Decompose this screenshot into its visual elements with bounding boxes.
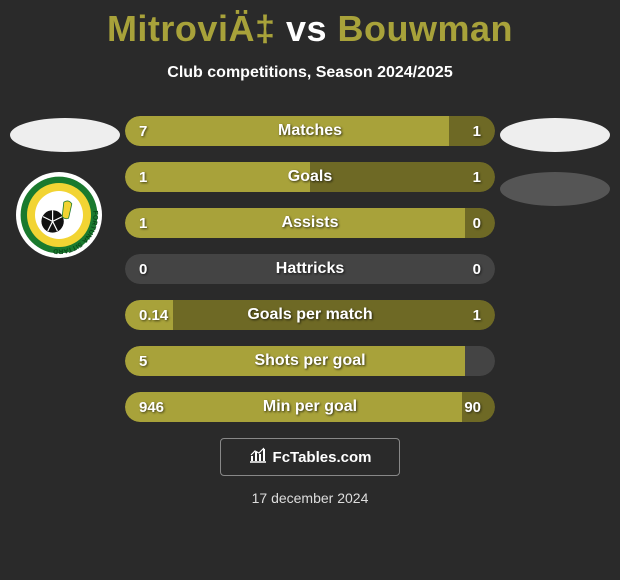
stat-row: 1 0 Assists: [125, 208, 495, 238]
stat-label: Shots per goal: [254, 352, 365, 370]
stat-label: Assists: [282, 214, 339, 232]
left-avatar-stack: FORTUNA SITTARD: [10, 118, 120, 258]
stat-value-right: 1: [473, 307, 481, 324]
stat-row: 1 1 Goals: [125, 162, 495, 192]
stat-value-left: 7: [139, 123, 147, 140]
player2-name: Bouwman: [338, 8, 514, 49]
stat-value-left: 1: [139, 169, 147, 186]
club-badge-svg: FORTUNA SITTARD: [19, 175, 99, 255]
chart-icon: [249, 447, 267, 468]
stat-label: Goals per match: [247, 306, 372, 324]
player1-club-badge: FORTUNA SITTARD: [16, 172, 102, 258]
player2-avatar-placeholder: [500, 118, 610, 152]
stat-bar-right: [310, 162, 495, 192]
stat-row: 0.14 1 Goals per match: [125, 300, 495, 330]
stat-value-left: 1: [139, 215, 147, 232]
player1-name: MitroviÄ‡: [107, 8, 276, 49]
vs-word: vs: [286, 8, 327, 49]
stat-value-right: 90: [464, 399, 481, 416]
stat-value-right: 1: [473, 169, 481, 186]
stat-value-left: 946: [139, 399, 164, 416]
date-label: 17 december 2024: [0, 490, 620, 506]
stat-bar-left: [125, 162, 310, 192]
page-title: MitroviÄ‡ vs Bouwman: [0, 0, 620, 50]
stat-row: 7 1 Matches: [125, 116, 495, 146]
right-avatar-stack: [500, 118, 610, 226]
player1-avatar-placeholder: [10, 118, 120, 152]
source-label: FcTables.com: [273, 449, 372, 466]
stat-value-right: 1: [473, 123, 481, 140]
subtitle: Club competitions, Season 2024/2025: [0, 64, 620, 82]
stat-value-right: 0: [473, 261, 481, 278]
stat-label: Min per goal: [263, 398, 357, 416]
stat-label: Goals: [288, 168, 332, 186]
stat-label: Hattricks: [276, 260, 344, 278]
stat-value-left: 5: [139, 353, 147, 370]
stat-row: 0 0 Hattricks: [125, 254, 495, 284]
stat-value-right: 0: [473, 215, 481, 232]
stat-label: Matches: [278, 122, 342, 140]
stat-value-left: 0.14: [139, 307, 168, 324]
stat-value-left: 0: [139, 261, 147, 278]
stat-row: 5 Shots per goal: [125, 346, 495, 376]
stat-bar-right: [465, 346, 495, 376]
stat-row: 946 90 Min per goal: [125, 392, 495, 422]
source-box[interactable]: FcTables.com: [220, 438, 400, 476]
player2-club-placeholder: [500, 172, 610, 206]
stats-bars: 7 1 Matches 1 1 Goals 1 0 Assists 0 0 Hattricks 0.14…: [125, 116, 495, 422]
